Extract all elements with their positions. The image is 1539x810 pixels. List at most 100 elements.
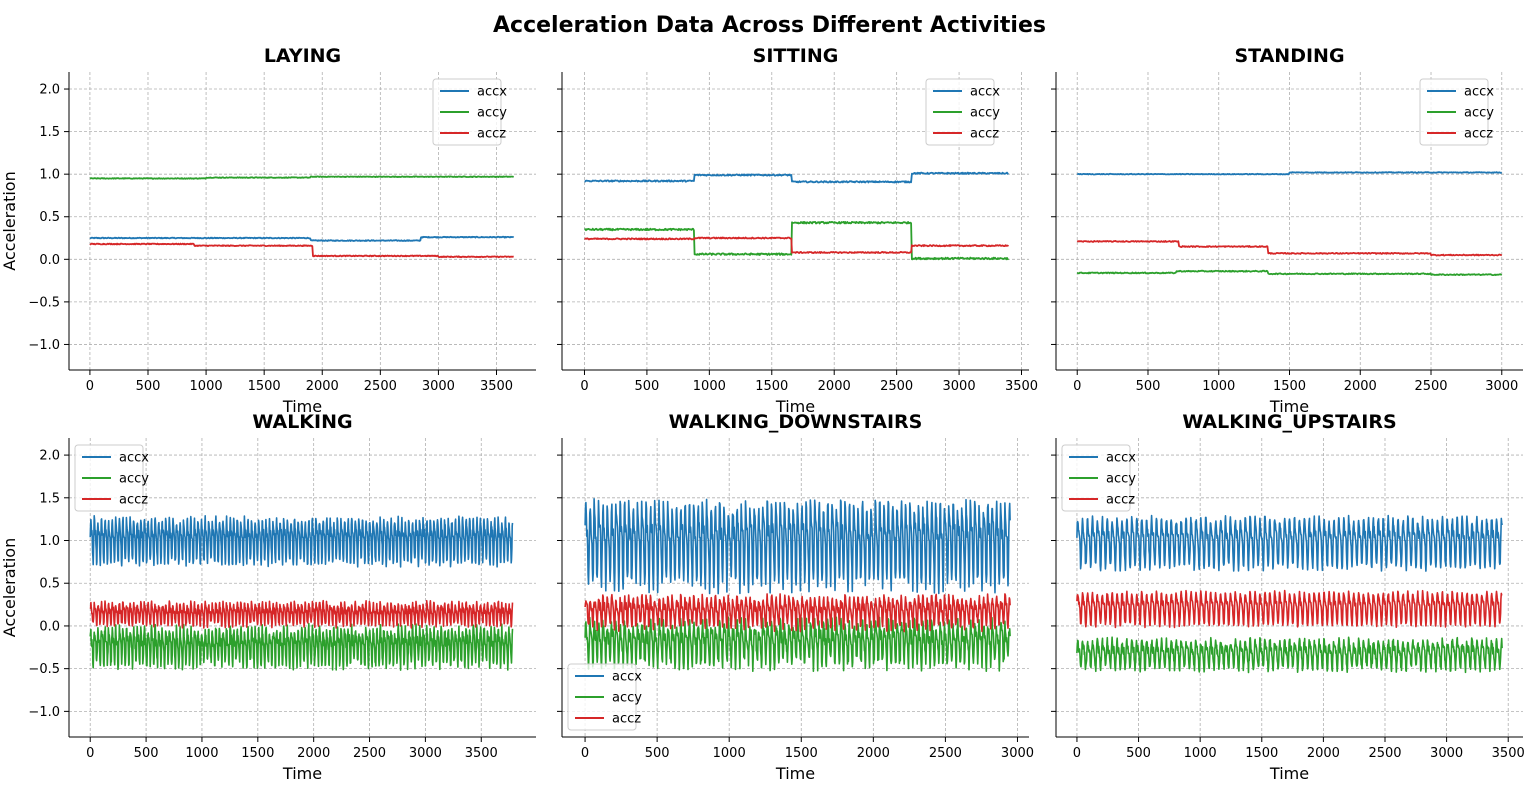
x-tick-label: 2500 bbox=[1368, 746, 1401, 761]
x-tick-label: 1500 bbox=[1245, 746, 1278, 761]
legend: accx accy accz bbox=[567, 663, 642, 731]
subplot-title: STANDING bbox=[1234, 45, 1344, 67]
legend: accx accy accz bbox=[1061, 444, 1136, 512]
x-tick-label: 500 bbox=[134, 746, 159, 761]
figure-title: Acceleration Data Across Different Activ… bbox=[493, 13, 1046, 38]
y-tick-label: −1.0 bbox=[28, 338, 60, 353]
x-axis-label: Time bbox=[775, 764, 815, 783]
legend-label-accz: accz bbox=[612, 712, 641, 727]
x-tick-label: 1000 bbox=[713, 746, 746, 761]
x-tick-label: 1000 bbox=[190, 379, 223, 394]
y-tick-label: 1.5 bbox=[39, 491, 60, 506]
x-axis-label: Time bbox=[1269, 764, 1309, 783]
series-line-accz bbox=[584, 593, 1011, 633]
legend-label-accy: accy bbox=[1106, 472, 1136, 487]
subplot-walking-upstairs: 0 500 1000 1500 2000 2500 3000 3500 WALKING_UPST… bbox=[1051, 411, 1525, 783]
y-tick-label: 1.0 bbox=[39, 534, 60, 549]
series-line-accy bbox=[1076, 636, 1503, 674]
x-tick-label: 0 bbox=[86, 746, 94, 761]
x-tick-label: 500 bbox=[1126, 746, 1151, 761]
x-tick-label: 3500 bbox=[480, 379, 513, 394]
subplot-title: LAYING bbox=[264, 45, 341, 67]
x-tick-label: 2500 bbox=[1414, 379, 1447, 394]
legend-label-accx: accx bbox=[970, 85, 1000, 100]
x-tick-label: 1000 bbox=[693, 379, 726, 394]
y-tick-label: 2.0 bbox=[39, 83, 60, 98]
series-line-accz bbox=[89, 242, 514, 259]
x-tick-label: 500 bbox=[1136, 379, 1161, 394]
y-axis-label: Acceleration bbox=[0, 538, 19, 637]
legend-label-accx: accx bbox=[477, 85, 507, 100]
series-line-accx bbox=[584, 171, 1010, 184]
subplot-walking: 0 500 1000 1500 2000 2500 3000 3500 2.0 1.5 1.0 0.5… bbox=[0, 411, 536, 783]
x-tick-label: 1500 bbox=[241, 746, 274, 761]
x-tick-label: 0 bbox=[1073, 379, 1081, 394]
legend-label-accz: accz bbox=[119, 493, 148, 508]
x-axis-label: Time bbox=[1269, 397, 1309, 416]
x-tick-label: 2500 bbox=[880, 379, 913, 394]
x-axis-label: Time bbox=[282, 764, 322, 783]
subplot-title: WALKING bbox=[252, 411, 352, 433]
y-tick-label: 2.0 bbox=[39, 449, 60, 464]
x-tick-label: 3500 bbox=[1492, 746, 1525, 761]
legend-label-accy: accy bbox=[612, 691, 642, 706]
legend-label-accz: accz bbox=[1464, 127, 1493, 142]
x-tick-label: 3500 bbox=[465, 746, 498, 761]
series-line-accz bbox=[1076, 240, 1503, 257]
series-line-accy bbox=[584, 616, 1011, 672]
x-tick-label: 1000 bbox=[1202, 379, 1235, 394]
legend-label-accz: accz bbox=[477, 127, 506, 142]
x-tick-label: 3000 bbox=[1430, 746, 1463, 761]
x-tick-label: 0 bbox=[581, 746, 589, 761]
y-axis-label: Acceleration bbox=[0, 171, 19, 270]
x-tick-label: 1500 bbox=[785, 746, 818, 761]
x-tick-label: 1500 bbox=[1273, 379, 1306, 394]
y-tick-label: 0.0 bbox=[39, 253, 60, 268]
y-tick-label: 1.0 bbox=[39, 168, 60, 183]
x-tick-label: 3500 bbox=[1005, 379, 1038, 394]
y-tick-label: 0.0 bbox=[39, 619, 60, 634]
y-tick-label: 0.5 bbox=[39, 210, 60, 225]
x-tick-label: 3000 bbox=[409, 746, 442, 761]
x-tick-label: 2000 bbox=[306, 379, 339, 394]
series-line-accz bbox=[584, 236, 1010, 254]
x-tick-label: 0 bbox=[1073, 746, 1081, 761]
x-tick-label: 2000 bbox=[1344, 379, 1377, 394]
x-tick-label: 3000 bbox=[943, 379, 976, 394]
legend-label-accy: accy bbox=[119, 472, 149, 487]
legend: accx accy accz bbox=[74, 444, 149, 512]
y-tick-label: −1.0 bbox=[28, 705, 60, 720]
x-tick-label: 1500 bbox=[248, 379, 281, 394]
subplot-laying: 0 500 1000 1500 2000 2500 3000 3500 2.0 1.5 1.0 0.5… bbox=[0, 45, 536, 416]
x-tick-label: 1500 bbox=[755, 379, 788, 394]
x-tick-label: 500 bbox=[634, 379, 659, 394]
series-line-accy bbox=[89, 622, 514, 671]
series-line-accy bbox=[1076, 269, 1503, 276]
x-tick-label: 2000 bbox=[297, 746, 330, 761]
x-tick-label: 3000 bbox=[1485, 379, 1518, 394]
subplot-title: SITTING bbox=[753, 45, 839, 67]
legend: accx accy accz bbox=[925, 78, 1000, 146]
x-tick-label: 500 bbox=[645, 746, 670, 761]
legend-label-accx: accx bbox=[612, 670, 642, 685]
legend-label-accz: accz bbox=[970, 127, 999, 142]
legend-label-accy: accy bbox=[970, 106, 1000, 121]
x-tick-label: 2500 bbox=[353, 746, 386, 761]
y-tick-label: −0.5 bbox=[28, 295, 60, 310]
y-tick-label: −0.5 bbox=[28, 662, 60, 677]
series-line-accy bbox=[584, 221, 1009, 261]
x-tick-label: 2500 bbox=[929, 746, 962, 761]
y-tick-label: 1.5 bbox=[39, 125, 60, 140]
legend-label-accx: accx bbox=[1106, 451, 1136, 466]
legend-label-accx: accx bbox=[1464, 85, 1494, 100]
legend-label-accz: accz bbox=[1106, 493, 1135, 508]
x-tick-label: 3000 bbox=[422, 379, 455, 394]
legend: accx accy accz bbox=[1419, 78, 1494, 146]
subplot-title: WALKING_UPSTAIRS bbox=[1182, 411, 1396, 433]
series-line-accx bbox=[89, 235, 515, 242]
series-line-accz bbox=[89, 599, 514, 629]
x-tick-label: 500 bbox=[136, 379, 161, 394]
x-tick-label: 0 bbox=[86, 379, 94, 394]
